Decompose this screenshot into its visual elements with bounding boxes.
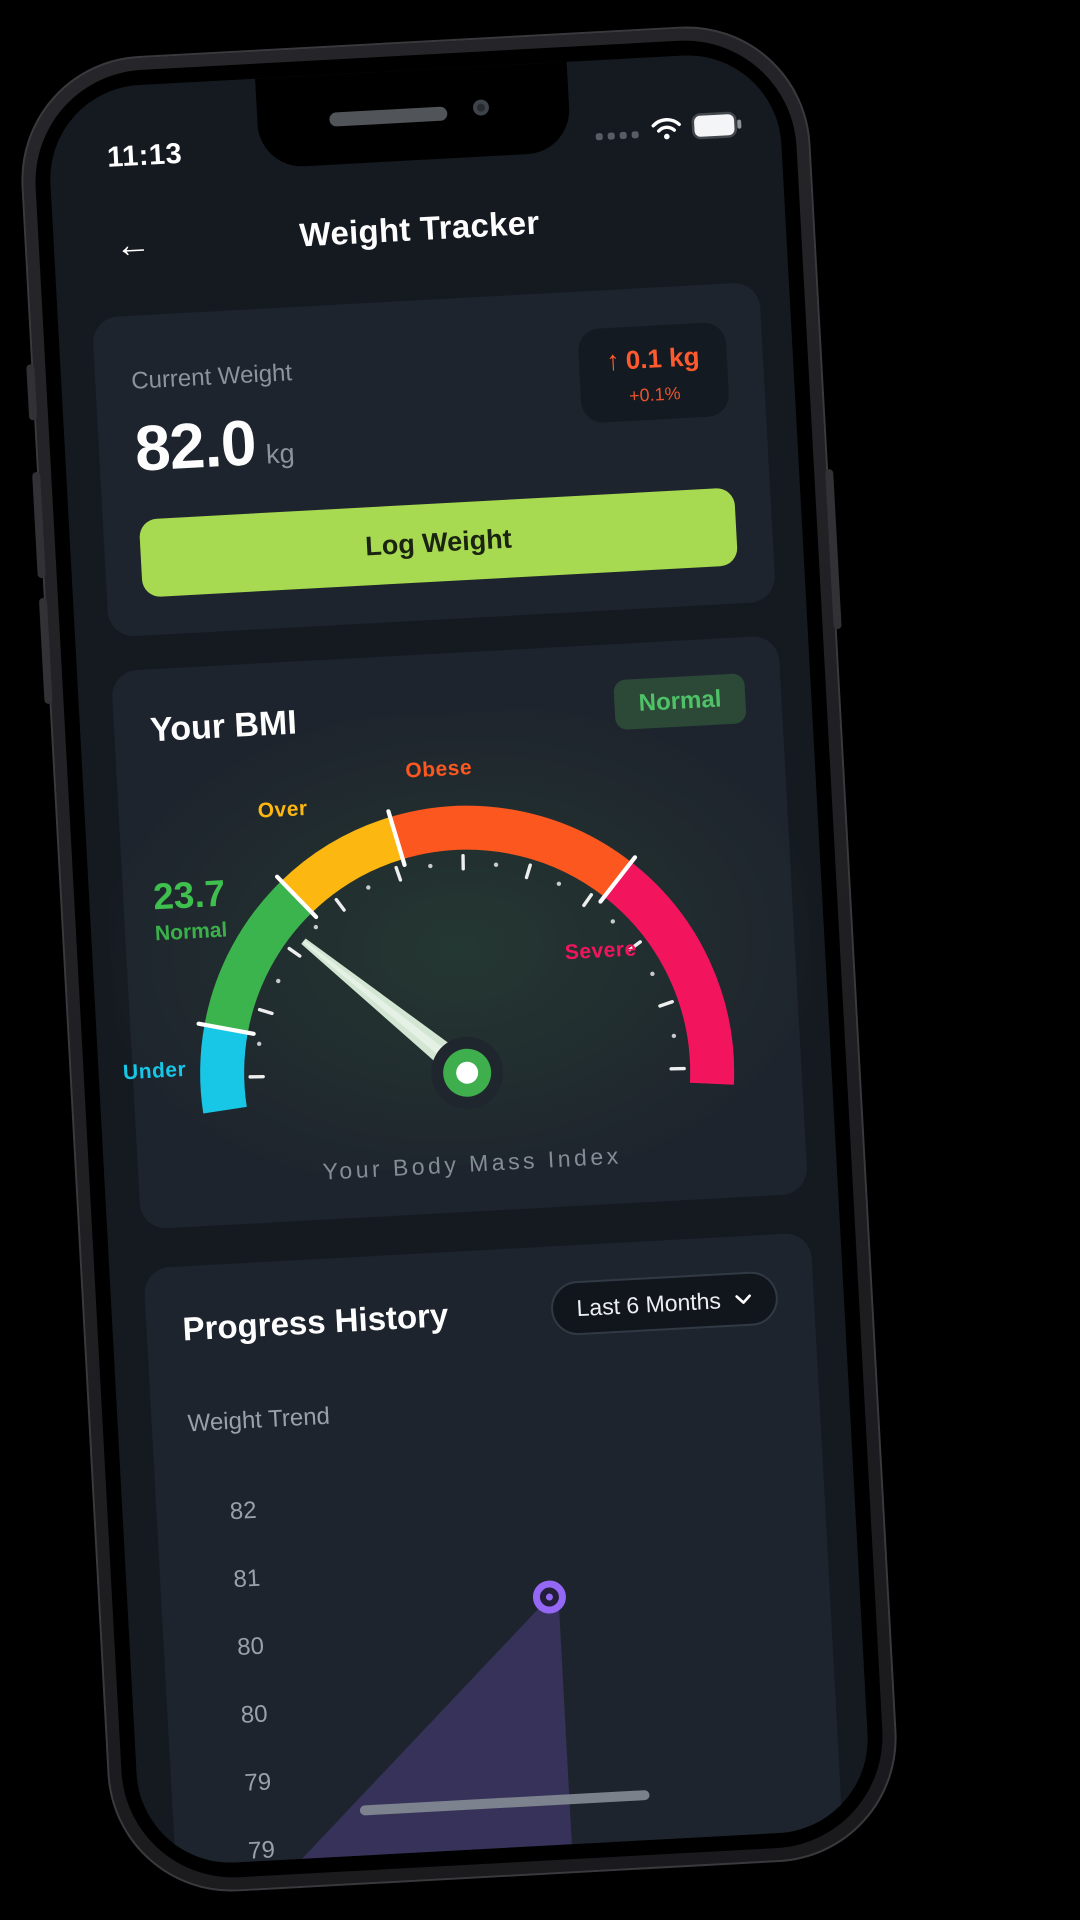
gauge-tick bbox=[628, 940, 642, 952]
gauge-value-label: Normal bbox=[154, 918, 228, 946]
time-filter-label: Last 6 Months bbox=[575, 1286, 722, 1321]
volume-down-button bbox=[38, 597, 53, 705]
y-axis-label: 79 bbox=[243, 1768, 272, 1797]
gauge-divider bbox=[274, 874, 319, 920]
gauge-tick bbox=[669, 1066, 686, 1071]
log-weight-button[interactable]: Log Weight bbox=[138, 487, 739, 598]
y-axis-label: 80 bbox=[240, 1700, 269, 1729]
gauge-segment-over bbox=[281, 817, 404, 913]
y-axis-label: 82 bbox=[229, 1496, 258, 1526]
volume-up-button bbox=[32, 471, 46, 579]
camera-icon bbox=[472, 99, 490, 116]
trend-area-fill bbox=[232, 1597, 576, 1868]
page-title: Weight Tracker bbox=[298, 203, 541, 254]
bmi-gauge: Under Over Obese Severe 23.7 Normal bbox=[98, 694, 822, 1184]
y-axis-label: 80 bbox=[236, 1632, 265, 1661]
notch bbox=[255, 61, 572, 169]
gauge-needle-highlight bbox=[302, 940, 471, 1077]
gauge-tick-dot bbox=[256, 1041, 262, 1047]
time-filter-dropdown[interactable]: Last 6 Months bbox=[549, 1270, 780, 1337]
gauge-divider bbox=[598, 855, 638, 904]
mute-switch bbox=[26, 364, 38, 421]
battery-icon bbox=[693, 113, 742, 137]
progress-title: Progress History bbox=[181, 1296, 450, 1348]
trend-point-center bbox=[545, 1593, 553, 1601]
weight-change-percent: +0.1% bbox=[628, 383, 682, 406]
app-screen: 11:13 bbox=[45, 50, 873, 1868]
gauge-chart bbox=[196, 805, 735, 1114]
back-arrow-icon: ← bbox=[113, 222, 152, 266]
gauge-tick-dot bbox=[671, 1033, 677, 1039]
gauge-divider bbox=[196, 1021, 256, 1036]
current-weight-card: Current Weight ↑ 0.1 kg +0.1% 82.0 kg Log… bbox=[91, 281, 777, 638]
gauge-tick bbox=[658, 1000, 674, 1008]
y-axis-label: 79 bbox=[247, 1836, 276, 1865]
status-icons bbox=[595, 112, 742, 143]
gauge-tick bbox=[524, 863, 532, 880]
trend-title: Weight Trend bbox=[187, 1402, 331, 1438]
progress-card: Progress History Last 6 Months Weight Tr… bbox=[143, 1232, 848, 1868]
weight-change-amount: 0.1 kg bbox=[624, 341, 701, 376]
power-button bbox=[825, 469, 842, 630]
gauge-label-severe: Severe bbox=[564, 937, 638, 965]
gauge-tick bbox=[461, 854, 465, 871]
phone-bezel: 11:13 bbox=[29, 34, 889, 1884]
up-arrow-icon: ↑ bbox=[605, 345, 621, 377]
gauge-label-over: Over bbox=[257, 796, 309, 823]
gauge-value: 23.7 bbox=[152, 872, 227, 918]
gauge-segment-under bbox=[200, 1024, 248, 1114]
speaker-grille-icon bbox=[329, 106, 448, 127]
phone-frame: 11:13 bbox=[14, 19, 904, 1899]
gauge-tick-dot bbox=[313, 924, 319, 930]
chevron-down-icon bbox=[735, 1293, 751, 1304]
gauge-value-block: 23.7 Normal bbox=[152, 873, 228, 947]
gauge-tick-dot bbox=[493, 862, 499, 867]
gauge-tick-dot bbox=[610, 919, 615, 924]
y-axis-label: 81 bbox=[232, 1564, 261, 1594]
nav-header: ← Weight Tracker bbox=[53, 182, 787, 276]
gauge-label-obese: Obese bbox=[404, 756, 473, 783]
gauge-tick-dot bbox=[428, 863, 433, 869]
current-weight-value: 82.0 bbox=[132, 406, 258, 485]
gauge-tick bbox=[394, 865, 403, 882]
current-weight-label: Current Weight bbox=[130, 359, 293, 395]
weight-change-badge: ↑ 0.1 kg +0.1% bbox=[577, 321, 731, 424]
gauge-tick bbox=[257, 1007, 274, 1016]
gauge-tick bbox=[334, 897, 346, 912]
gauge-tick-dot bbox=[276, 978, 281, 984]
current-weight-unit: kg bbox=[265, 438, 296, 470]
gauge-tick bbox=[287, 946, 302, 958]
gauge-segment-severe bbox=[603, 862, 735, 1085]
gauge-tick-dot bbox=[366, 885, 371, 890]
gauge-segment-obese bbox=[390, 805, 632, 897]
status-bar: 11:13 bbox=[106, 103, 742, 179]
gauge-segment-normal bbox=[204, 881, 313, 1034]
gauge-tick bbox=[582, 893, 594, 908]
gauge-tick bbox=[248, 1074, 265, 1079]
gauge-divider bbox=[386, 809, 407, 868]
back-button[interactable]: ← bbox=[104, 216, 161, 273]
gauge-hub-dot bbox=[456, 1061, 479, 1084]
status-time: 11:13 bbox=[106, 137, 183, 174]
gauge-tick-dot bbox=[650, 971, 655, 977]
gauge-label-under: Under bbox=[122, 1057, 187, 1085]
wifi-icon bbox=[651, 118, 681, 140]
cellular-signal-icon bbox=[595, 130, 639, 140]
gauge-tick-dot bbox=[556, 881, 562, 886]
